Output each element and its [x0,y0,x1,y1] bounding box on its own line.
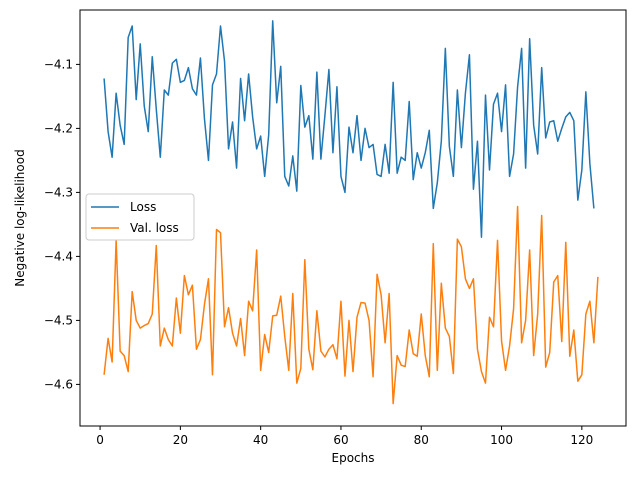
legend-label-val-loss: Val. loss [130,221,179,235]
x-tick-label: 100 [490,433,513,447]
x-axis-label: Epochs [332,451,375,465]
y-axis-ticks: −4.6 −4.5 −4.4 −4.3 −4.2 −4.1 [44,57,80,391]
series-line-0 [103,20,595,238]
legend: Loss Val. loss [85,193,195,241]
x-tick-label: 40 [253,433,268,447]
y-tick-label: −4.4 [44,249,73,263]
x-tick-label: 20 [173,433,188,447]
x-axis-ticks: 0 20 40 60 80 100 120 [96,426,593,447]
y-tick-label: −4.1 [44,57,73,71]
y-tick-label: −4.3 [44,185,73,199]
x-tick-label: 80 [414,433,429,447]
y-axis-label: Negative log-likelihood [13,149,27,286]
x-tick-label: 120 [570,433,593,447]
plot-lines [103,20,599,405]
x-tick-label: 0 [96,433,104,447]
plot-frame [79,9,627,427]
y-tick-label: −4.2 [44,121,73,135]
series-line-1 [103,205,599,405]
y-tick-label: −4.5 [44,313,73,327]
x-tick-label: 60 [333,433,348,447]
y-tick-label: −4.6 [44,377,73,391]
legend-label-loss: Loss [130,200,156,214]
